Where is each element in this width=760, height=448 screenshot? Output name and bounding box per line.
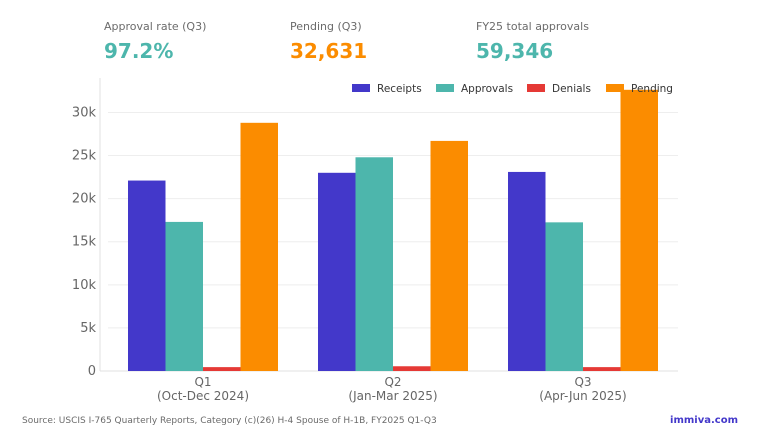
kpi-label: FY25 total approvals [476, 20, 589, 33]
x-tick-label: Q3 [574, 375, 591, 389]
kpi-pending: Pending (Q3) 32,631 [290, 20, 367, 63]
bar-approvals-q3 [545, 222, 583, 371]
kpi-approval-rate: Approval rate (Q3) 97.2% [104, 20, 206, 63]
legend-label-receipts: Receipts [377, 83, 422, 95]
kpi-value: 59,346 [476, 39, 554, 63]
kpi-total-approvals: FY25 total approvals 59,346 [476, 20, 589, 63]
kpi-label: Pending (Q3) [290, 20, 362, 33]
bar-pending-q2 [430, 140, 468, 371]
source-note: Source: USCIS I-765 Quarterly Reports, C… [22, 416, 437, 426]
x-tick-label: Q1 [194, 375, 211, 389]
bar-denials-q2 [393, 366, 431, 371]
y-tick-label: 30k [72, 105, 97, 120]
x-tick-sublabel: (Apr-Jun 2025) [539, 389, 626, 403]
legend-label-denials: Denials [552, 83, 591, 95]
kpi-row: Approval rate (Q3) 97.2% Pending (Q3) 32… [104, 20, 664, 70]
bar-denials-q1 [203, 367, 241, 371]
legend-swatch-approvals [436, 84, 454, 92]
bar-receipts-q2 [318, 172, 356, 371]
bar-pending-q3 [620, 89, 658, 372]
bar-pending-q1 [240, 122, 278, 371]
bar-receipts-q1 [128, 180, 166, 371]
y-tick-label: 15k [72, 235, 97, 250]
legend-swatch-denials [527, 84, 545, 92]
legend-label-approvals: Approvals [461, 83, 513, 95]
x-tick-label: Q2 [384, 375, 401, 389]
kpi-value: 97.2% [104, 39, 174, 63]
y-tick-label: 20k [72, 192, 97, 207]
legend-label-pending: Pending [631, 83, 673, 95]
legend-swatch-pending [606, 84, 624, 92]
y-tick-label: 25k [72, 149, 97, 164]
y-tick-label: 0 [88, 364, 96, 379]
kpi-value: 32,631 [290, 39, 368, 63]
y-tick-label: 5k [80, 321, 96, 336]
bar-receipts-q3 [508, 171, 546, 371]
kpi-label: Approval rate (Q3) [104, 20, 207, 33]
legend-swatch-receipts [352, 84, 370, 92]
bar-denials-q3 [583, 367, 621, 371]
bar-approvals-q2 [355, 157, 393, 371]
bar-approvals-q1 [165, 221, 203, 371]
y-tick-label: 10k [72, 278, 97, 293]
brand-link[interactable]: immiva.com [670, 415, 738, 426]
x-tick-sublabel: (Oct-Dec 2024) [157, 389, 249, 403]
x-tick-sublabel: (Jan-Mar 2025) [348, 389, 437, 403]
